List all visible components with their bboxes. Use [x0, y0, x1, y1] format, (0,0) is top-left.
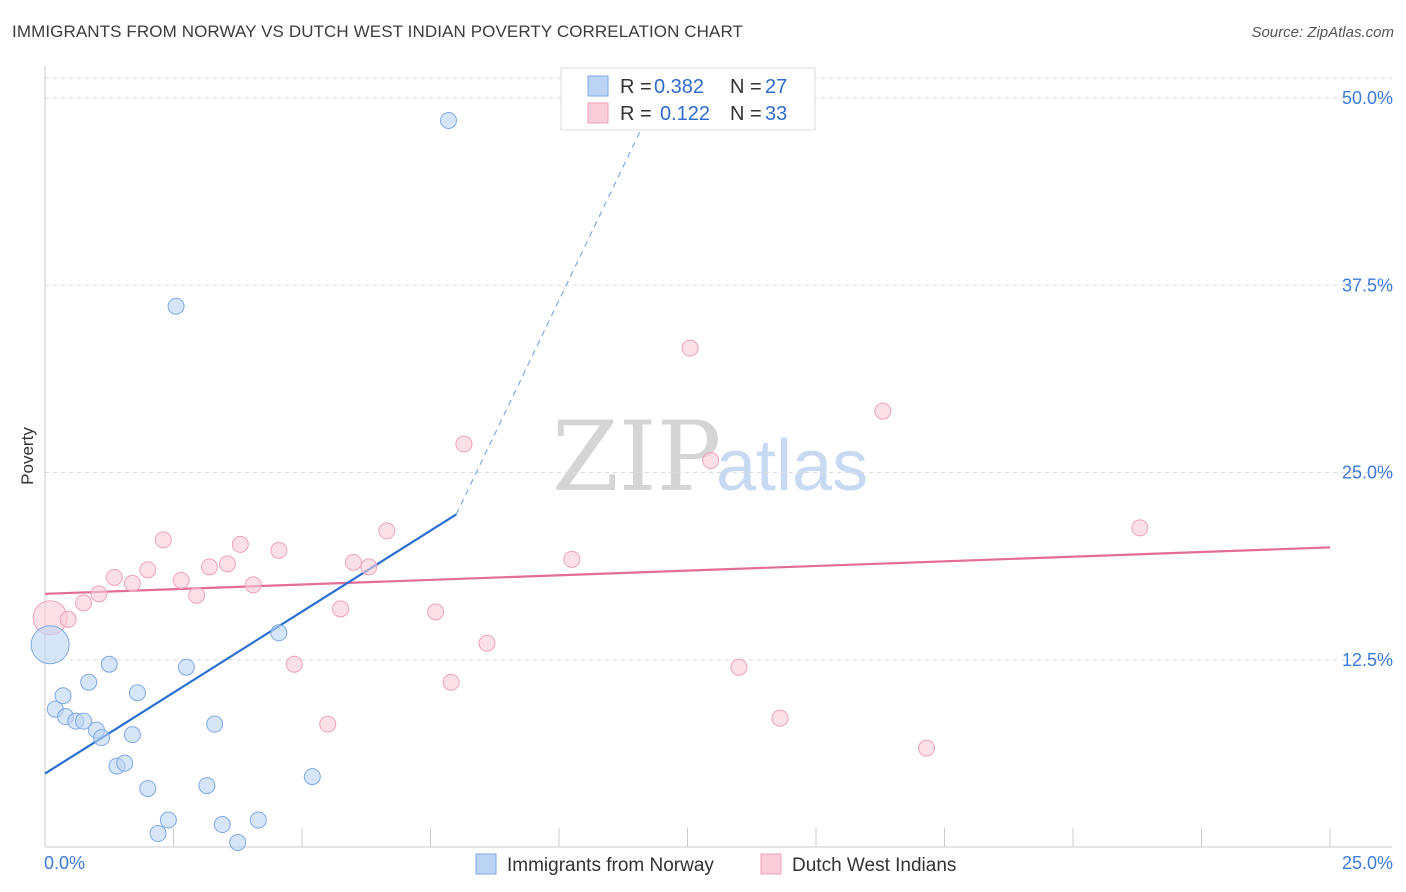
immigrants-from-norway-point [159, 811, 177, 829]
source-credit: Source: ZipAtlas.com [1251, 24, 1394, 41]
immigrants-from-norway-point [139, 780, 157, 798]
legend-n-value-norway: 27 [765, 76, 787, 98]
dutch-west-indians-point [172, 571, 190, 589]
dutch-west-indians-point [188, 586, 206, 604]
y-axis-title: Poverty [18, 427, 37, 485]
legend-swatch-norway [587, 75, 609, 97]
immigrants-from-norway-point [123, 726, 141, 744]
y-tick-label: 12.5% [1342, 650, 1393, 670]
series-immigrants-from-norway [30, 111, 457, 852]
dutch-west-indians-point [1131, 519, 1149, 537]
legend-n-value-dutch: 33 [765, 103, 787, 125]
dutch-west-indians-point [360, 558, 378, 576]
bottom-legend-label-norway: Immigrants from Norway [507, 855, 714, 876]
dutch-west-indians-point [344, 553, 362, 571]
immigrants-from-norway-point [206, 715, 224, 733]
immigrants-from-norway-point [100, 655, 118, 673]
legend-n-label-norway: N = [730, 76, 762, 98]
dutch-west-indians-point [378, 522, 396, 540]
immigrants-from-norway-point [30, 625, 70, 665]
dutch-west-indians-point [478, 634, 496, 652]
chart-title: IMMIGRANTS FROM NORWAY VS DUTCH WEST IND… [12, 22, 744, 41]
legend-r-value-norway: 0.382 [654, 76, 704, 98]
norway-trend-line [44, 513, 457, 775]
dutch-west-indians-point [231, 535, 249, 553]
dutch-west-indians-point [702, 452, 720, 470]
immigrants-from-norway-point [229, 834, 247, 852]
immigrants-from-norway-point [177, 658, 195, 676]
dutch-west-indians-point [427, 603, 445, 621]
watermark-zip: ZIP [552, 401, 721, 513]
y-tick-label: 25.0% [1342, 463, 1393, 483]
dutch-west-indians-point [319, 715, 337, 733]
dutch-west-indians-point [244, 576, 262, 594]
legend-swatch-dutch [587, 102, 609, 124]
x-tick-labels: 0.0% 25.0% [44, 853, 1393, 873]
immigrants-from-norway-point [249, 811, 267, 829]
dutch-west-indians-point [139, 561, 157, 579]
bottom-legend-swatch-norway [475, 853, 497, 875]
x-tick-label-min: 0.0% [44, 853, 85, 873]
dutch-west-indians-point [105, 568, 123, 586]
immigrants-from-norway-point [198, 777, 216, 795]
watermark: ZIP atlas [552, 401, 868, 513]
dutch-west-indians-point [730, 658, 748, 676]
dutch-west-indians-point [332, 600, 350, 618]
series-dutch-west-indians [32, 339, 1149, 757]
legend-n-label-dutch: N = [730, 103, 762, 125]
immigrants-from-norway-point [270, 624, 288, 642]
dutch-west-indians-point [123, 574, 141, 592]
dutch-west-indians-point [874, 402, 892, 420]
dutch-west-indians-point [59, 610, 77, 628]
immigrants-from-norway-point [213, 816, 231, 834]
watermark-atlas: atlas [716, 426, 868, 506]
gridlines [45, 77, 1392, 661]
y-tick-label: 50.0% [1342, 88, 1393, 108]
immigrants-from-norway-point [93, 729, 111, 747]
immigrants-from-norway-point [116, 754, 134, 772]
axes [44, 66, 1392, 848]
immigrants-from-norway-point [303, 768, 321, 786]
bottom-legend-label-dutch: Dutch West Indians [792, 855, 956, 876]
legend-r-label-norway: R = [620, 76, 652, 98]
immigrants-from-norway-point [75, 712, 93, 730]
immigrants-from-norway-point [439, 111, 457, 129]
y-tick-labels: 12.5% 25.0% 37.5% 50.0% [1342, 88, 1393, 670]
dutch-west-indians-point [285, 655, 303, 673]
dutch-west-indians-point [681, 339, 699, 357]
dutch-west-indians-point [918, 739, 936, 757]
legend-r-value-dutch: 0.122 [660, 103, 710, 125]
dutch-west-indians-point [771, 709, 789, 727]
series-legend: Immigrants from Norway Dutch West Indian… [475, 853, 956, 876]
immigrants-from-norway-point [80, 673, 98, 691]
dutch-west-indians-point [200, 558, 218, 576]
dutch-west-indians-point [563, 550, 581, 568]
norway-trend-extension [455, 85, 663, 515]
dutch-west-indians-point [442, 673, 460, 691]
dutch-west-indians-point [90, 585, 108, 603]
immigrants-from-norway-point [54, 687, 72, 705]
dutch-west-indians-point [270, 541, 288, 559]
y-tick-label: 37.5% [1342, 275, 1393, 295]
immigrants-from-norway-point [149, 825, 167, 843]
immigrants-from-norway-point [129, 684, 147, 702]
x-tick-label-max: 25.0% [1342, 853, 1393, 873]
dutch-west-indians-trend-line [44, 546, 1331, 595]
dutch-west-indians-point [455, 435, 473, 453]
dutch-west-indians-point [75, 594, 93, 612]
legend-r-label-dutch: R = [620, 103, 652, 125]
dutch-west-indians-point [218, 555, 236, 573]
immigrants-from-norway-point [167, 297, 185, 315]
bottom-legend-swatch-dutch [760, 853, 782, 875]
dutch-west-indians-point [154, 531, 172, 549]
correlation-legend: R = 0.382 N = 27 R = 0.122 N = 33 [560, 67, 816, 131]
